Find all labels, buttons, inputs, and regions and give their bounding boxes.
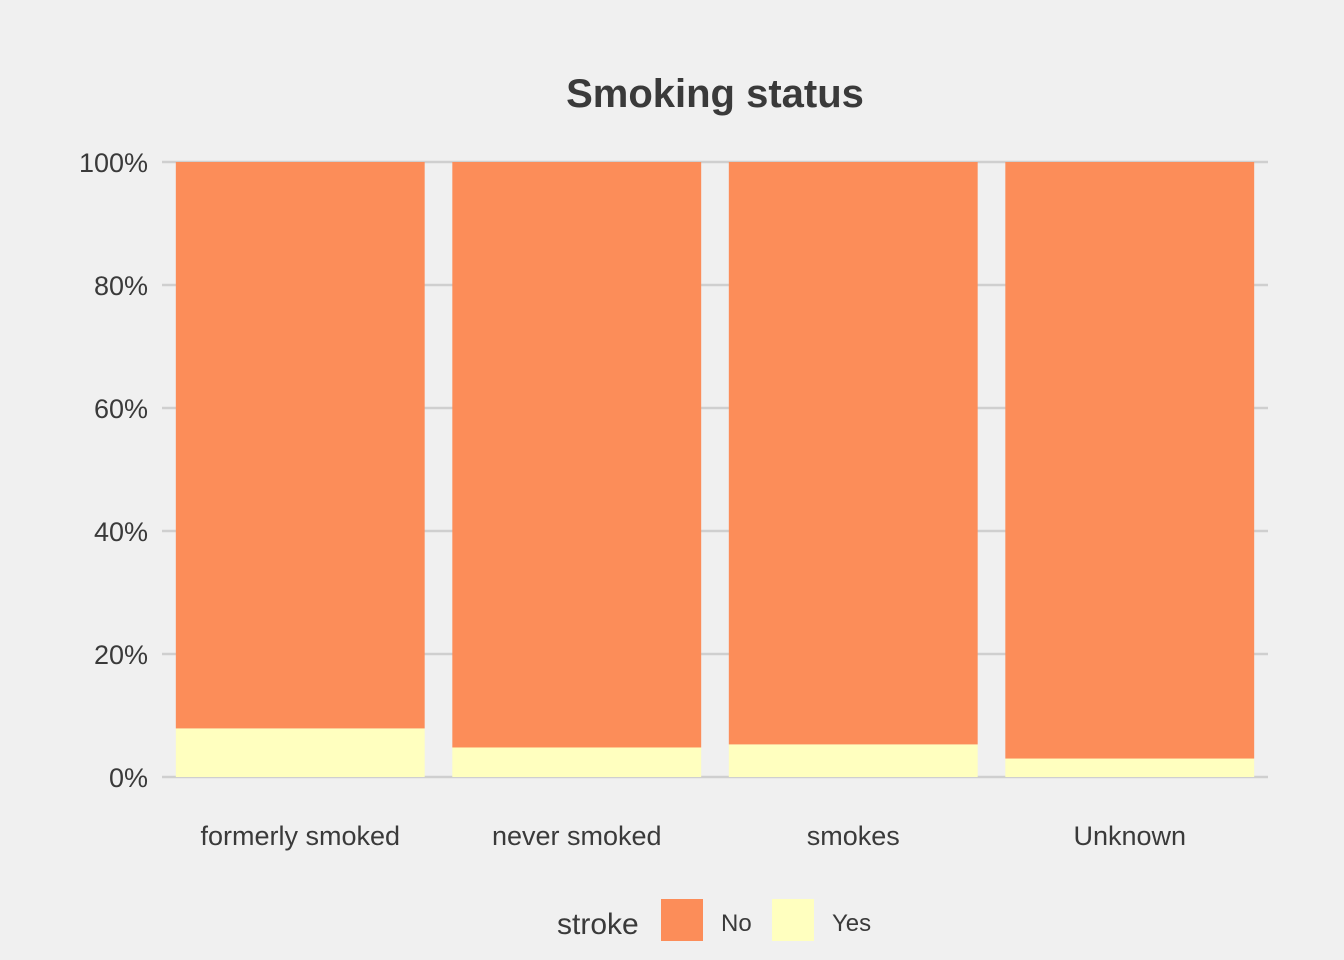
- bars: [175, 162, 1255, 777]
- x-tick-label: never smoked: [492, 821, 662, 851]
- y-tick-label: 100%: [79, 148, 148, 178]
- bar-segment-no: [175, 162, 425, 729]
- x-tick-label: smokes: [807, 821, 900, 851]
- x-axis-tick-labels: formerly smoked never smoked smokes Unknown: [200, 821, 1186, 851]
- chart-title: Smoking status: [566, 72, 864, 116]
- y-tick-label: 40%: [94, 517, 148, 547]
- legend-label: No: [721, 910, 752, 937]
- legend: stroke No Yes: [557, 899, 871, 941]
- legend-swatch-no: [661, 899, 703, 941]
- x-tick-label: Unknown: [1073, 821, 1186, 851]
- legend-title: stroke: [557, 908, 639, 941]
- bar-segment-yes: [1005, 758, 1255, 777]
- legend-swatch-yes: [772, 899, 814, 941]
- y-axis-tick-labels: 0% 20% 40% 60% 80% 100%: [79, 148, 148, 793]
- legend-label: Yes: [832, 910, 871, 937]
- y-tick-label: 20%: [94, 640, 148, 670]
- bar-segment-no: [728, 162, 978, 745]
- bar-segment-no: [452, 162, 702, 748]
- y-tick-label: 80%: [94, 271, 148, 301]
- y-tick-label: 0%: [109, 763, 148, 793]
- legend-items: No Yes: [661, 899, 871, 941]
- bar-segment-yes: [728, 744, 978, 777]
- bar-segment-yes: [175, 728, 425, 777]
- bar-segment-yes: [452, 747, 702, 777]
- y-tick-label: 60%: [94, 394, 148, 424]
- x-tick-label: formerly smoked: [200, 821, 400, 851]
- bar-segment-no: [1005, 162, 1255, 759]
